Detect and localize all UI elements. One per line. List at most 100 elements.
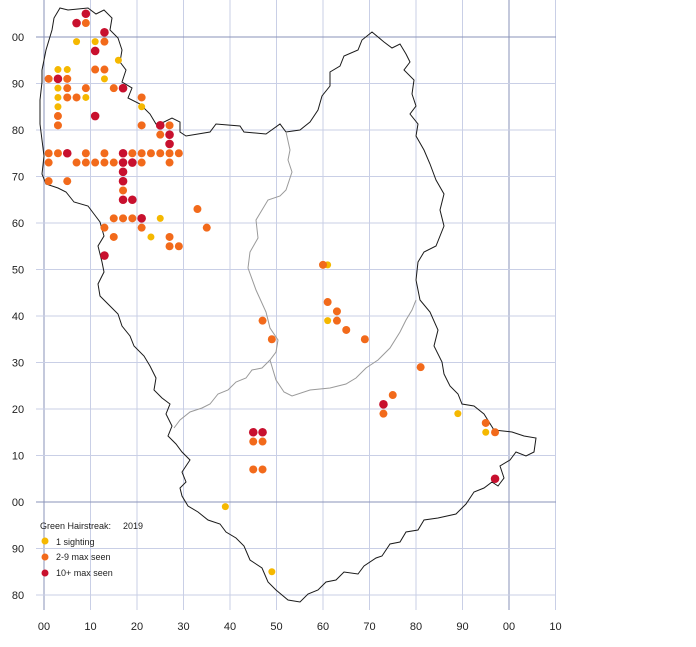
record-dot-mid bbox=[91, 65, 100, 74]
y-tick-label: 60 bbox=[12, 218, 24, 230]
legend: Green Hairstreak: 2019 1 sighting 2-9 ma… bbox=[40, 521, 143, 578]
x-tick-label: 10 bbox=[84, 621, 96, 633]
record-dot-one bbox=[82, 93, 90, 101]
record-dot-mid bbox=[481, 418, 490, 427]
record-dot-mid bbox=[100, 223, 109, 232]
record-dot-mid bbox=[137, 121, 146, 130]
record-dot-high bbox=[72, 18, 81, 28]
record-dot-mid bbox=[332, 307, 341, 316]
record-dot-high bbox=[118, 148, 128, 158]
record-dot-mid bbox=[81, 19, 90, 28]
record-dot-high bbox=[128, 195, 137, 205]
record-dot-high bbox=[118, 195, 128, 205]
record-dot-one bbox=[454, 410, 462, 418]
record-dot-one bbox=[268, 568, 276, 576]
record-dot-one bbox=[100, 75, 108, 83]
record-dot-mid bbox=[137, 223, 146, 232]
legend-label-mid: 2-9 max seen bbox=[56, 552, 111, 562]
record-dot-one bbox=[63, 66, 71, 74]
record-dot-high bbox=[100, 251, 109, 260]
record-dot-mid bbox=[416, 363, 425, 372]
record-dot-high bbox=[490, 474, 500, 484]
record-dot-one bbox=[54, 84, 62, 92]
record-dot-mid bbox=[63, 177, 72, 186]
record-dot-mid bbox=[44, 158, 53, 167]
record-dot-high bbox=[248, 427, 258, 437]
district-boundary-east bbox=[269, 299, 417, 397]
record-dot-mid bbox=[319, 260, 327, 269]
x-tick-label: 00 bbox=[38, 621, 50, 633]
record-dot-mid bbox=[193, 205, 202, 214]
x-tick-label: 10 bbox=[549, 621, 561, 633]
legend-label-high: 10+ max seen bbox=[56, 568, 113, 578]
record-dot-high bbox=[258, 427, 267, 437]
x-axis-labels: 00 10 20 30 40 50 60 70 80 90 00 10 bbox=[38, 621, 562, 633]
record-dot-mid bbox=[202, 223, 211, 232]
record-dots bbox=[44, 9, 500, 576]
record-dot-high bbox=[128, 158, 137, 167]
record-dot-high bbox=[118, 83, 128, 93]
record-dot-high bbox=[155, 121, 165, 130]
record-dot-high bbox=[379, 400, 388, 409]
record-dot-mid bbox=[100, 149, 109, 158]
record-dot-mid bbox=[146, 149, 155, 158]
record-dot-mid bbox=[165, 158, 174, 167]
record-dot-mid bbox=[128, 149, 137, 158]
record-dot-mid bbox=[249, 437, 258, 446]
record-dot-high bbox=[165, 130, 174, 139]
record-dot-one bbox=[324, 317, 332, 325]
y-tick-label: 10 bbox=[12, 451, 24, 463]
record-dot-high bbox=[100, 28, 109, 37]
y-tick-label: 30 bbox=[12, 358, 24, 370]
y-tick-label: 50 bbox=[12, 265, 24, 277]
record-dot-high bbox=[118, 158, 128, 167]
record-dot-mid bbox=[258, 465, 267, 474]
record-dot-mid bbox=[360, 335, 369, 344]
record-dot-mid bbox=[100, 37, 109, 46]
x-tick-label: 60 bbox=[317, 621, 329, 633]
record-dot-mid bbox=[91, 158, 100, 167]
x-tick-label: 80 bbox=[410, 621, 422, 633]
record-dot-mid bbox=[165, 121, 174, 130]
record-dot-high bbox=[62, 148, 72, 158]
record-dot-mid bbox=[174, 242, 183, 251]
record-dot-one bbox=[221, 503, 229, 511]
y-tick-label: 90 bbox=[12, 544, 24, 556]
record-dot-mid bbox=[100, 65, 109, 74]
x-tick-label: 90 bbox=[456, 621, 468, 633]
y-tick-label: 80 bbox=[12, 125, 24, 137]
record-dot-one bbox=[147, 233, 155, 241]
y-tick-label: 00 bbox=[12, 32, 24, 44]
record-dot-mid bbox=[63, 84, 72, 93]
record-dot-high bbox=[81, 9, 91, 19]
x-tick-label: 70 bbox=[363, 621, 375, 633]
record-dot-mid bbox=[109, 158, 118, 167]
record-dot-mid bbox=[63, 74, 72, 83]
record-dot-mid bbox=[53, 112, 62, 121]
x-tick-label: 30 bbox=[177, 621, 189, 633]
record-dot-mid bbox=[258, 316, 267, 325]
record-dot-mid bbox=[137, 93, 146, 102]
legend-dot-mid bbox=[41, 553, 49, 561]
record-dot-one bbox=[54, 103, 62, 111]
record-dot-mid bbox=[267, 335, 276, 344]
record-dot-mid bbox=[342, 325, 351, 334]
record-dot-mid bbox=[44, 177, 53, 186]
x-tick-label: 20 bbox=[131, 621, 143, 633]
record-dot-one bbox=[482, 428, 490, 436]
record-dot-high bbox=[90, 46, 100, 56]
record-dot-mid bbox=[165, 242, 174, 251]
record-dot-high bbox=[90, 111, 100, 121]
x-tick-label: 40 bbox=[224, 621, 236, 633]
x-tick-label: 00 bbox=[503, 621, 515, 633]
y-tick-label: 80 bbox=[12, 590, 24, 602]
record-dot-mid bbox=[156, 149, 165, 158]
record-dot-one bbox=[54, 66, 62, 74]
grid-lines bbox=[36, 0, 556, 610]
record-dot-mid bbox=[100, 158, 109, 167]
y-tick-label: 20 bbox=[12, 404, 24, 416]
record-dot-mid bbox=[323, 298, 332, 307]
record-dot-one bbox=[73, 38, 81, 46]
